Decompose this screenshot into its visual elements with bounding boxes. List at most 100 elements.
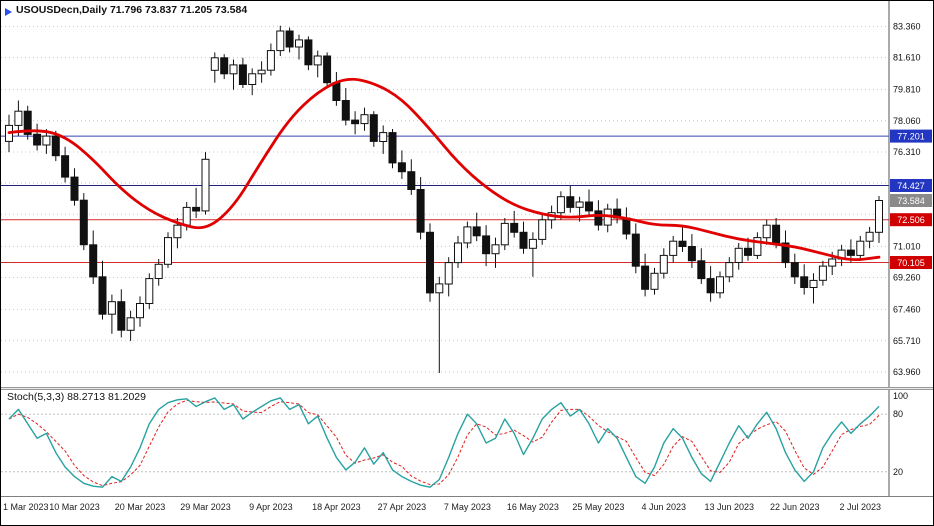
- symbol-timeframe-label: USOUSDecn,Daily: [16, 4, 108, 16]
- candle-body: [229, 64, 238, 75]
- price-badge-label: 74.427: [897, 181, 925, 191]
- indicator-main-value: 88.2713: [67, 391, 106, 403]
- candle-body: [379, 132, 388, 143]
- price-tick-label: 63.960: [893, 367, 921, 377]
- candle-body: [210, 57, 219, 71]
- candle-body: [519, 231, 528, 249]
- candle-body: [734, 247, 743, 264]
- candle-body: [463, 226, 472, 244]
- candle-body: [678, 240, 687, 247]
- symbol-ohlc-label: USOUSDecn,Daily 71.796 73.837 71.205 73.…: [16, 4, 247, 16]
- date-label: 13 Jun 2023: [704, 502, 755, 512]
- date-label: 18 Apr 2023: [312, 502, 361, 512]
- candle-body: [706, 278, 715, 294]
- price-badge: [890, 256, 932, 269]
- candle-body: [697, 260, 706, 280]
- candle-body: [744, 247, 752, 256]
- price-tick-label: 78.060: [893, 116, 921, 126]
- candle-body: [875, 200, 883, 233]
- candle-body: [304, 39, 313, 66]
- price-badge: [890, 194, 932, 207]
- candle-body: [285, 30, 294, 48]
- indicator-name-label: Stoch(5,3,3): [7, 391, 65, 403]
- date-label: 4 Jun 2023: [641, 502, 687, 512]
- candle-body: [61, 155, 70, 178]
- candle-body: [341, 100, 350, 121]
- candle-body: [248, 73, 257, 86]
- date-label: 2 Jul 2023: [839, 502, 882, 512]
- candle-body: [388, 132, 397, 164]
- time-axis[interactable]: 1 Mar 2023 10 Mar 2023 20 Mar 2023 29 Mar 2…: [1, 496, 933, 525]
- candle-body: [687, 246, 696, 262]
- date-label: 16 May 2023: [506, 502, 559, 512]
- price-badge-label: 70.105: [897, 258, 925, 268]
- candle-body: [575, 201, 584, 208]
- candle-body: [332, 82, 341, 101]
- stochastic-panel[interactable]: 100 80 20 Stoch(5,3,3) 88.2713 81.2029: [1, 390, 933, 496]
- ohlc-values-label: 71.796 73.837 71.205 73.584: [109, 4, 248, 16]
- candle-body: [846, 249, 855, 256]
- candle-body: [716, 276, 724, 294]
- candle-body: [594, 210, 603, 226]
- candle-body: [23, 110, 32, 135]
- price-badge: [890, 129, 932, 143]
- candle-body: [528, 238, 537, 249]
- panel-splitter[interactable]: [1, 387, 933, 390]
- candle-body: [435, 283, 444, 294]
- candle-body: [631, 233, 640, 267]
- candle-body: [753, 237, 762, 256]
- stoch-tick-label: 100: [893, 391, 908, 401]
- candle-body: [145, 278, 154, 305]
- candle-body: [323, 55, 332, 84]
- candle-body: [173, 224, 182, 239]
- candle-body: [89, 244, 98, 278]
- candle-body: [669, 240, 678, 256]
- price-tick-label: 81.610: [893, 53, 921, 63]
- candle-body: [772, 224, 781, 244]
- date-label: 22 Jun 2023: [770, 502, 820, 512]
- candle-body: [257, 69, 266, 75]
- candle-body: [369, 114, 378, 142]
- stoch-tick-label: 80: [893, 409, 903, 419]
- date-label: 9 Apr 2023: [249, 502, 293, 512]
- price-tick-label: 69.260: [893, 273, 921, 283]
- stoch-signal-line: [8, 399, 880, 487]
- candle-body: [51, 135, 60, 157]
- date-label: 10 Mar 2023: [49, 502, 100, 512]
- price-tick-label: 83.360: [893, 21, 921, 31]
- price-tick-label: 71.010: [893, 241, 921, 251]
- candle-body: [238, 64, 247, 86]
- stochastic-canvas[interactable]: 100 80 20: [1, 390, 933, 496]
- candle-body: [790, 262, 799, 278]
- candle-body: [510, 222, 519, 233]
- candlestick-canvas[interactable]: 83.360 81.610 79.810 78.060 76.310 71.010 69.2…: [1, 1, 933, 387]
- candle-body: [266, 50, 275, 71]
- candle-body: [117, 301, 126, 331]
- candle-body: [220, 57, 229, 75]
- candle-body: [98, 276, 107, 315]
- candle-body: [164, 237, 172, 265]
- candle-body: [126, 317, 135, 331]
- price-badge-label: 72.506: [897, 215, 925, 225]
- candle-body: [781, 242, 790, 264]
- candle-body: [500, 222, 509, 246]
- candle-body: [762, 224, 771, 239]
- main-chart-panel[interactable]: 83.360 81.610 79.810 78.060 76.310 71.010 69.2…: [1, 1, 933, 387]
- candle-body: [491, 244, 500, 255]
- candle-body: [407, 171, 416, 190]
- candle-body: [809, 279, 818, 288]
- candle-body: [472, 226, 481, 237]
- candle-body: [622, 217, 631, 235]
- price-badge-label: 77.201: [897, 132, 925, 142]
- stoch-axis: 100 80 20: [888, 390, 908, 496]
- candle-body: [818, 265, 827, 281]
- candle-body: [828, 258, 837, 267]
- candle-body: [865, 231, 874, 242]
- date-label: 7 May 2023: [443, 502, 491, 512]
- date-label: 1 Mar 2023: [3, 502, 49, 512]
- candle-body: [276, 30, 285, 52]
- candle-body: [650, 272, 659, 290]
- price-tick-label: 79.810: [893, 85, 921, 95]
- candle-body: [154, 263, 163, 279]
